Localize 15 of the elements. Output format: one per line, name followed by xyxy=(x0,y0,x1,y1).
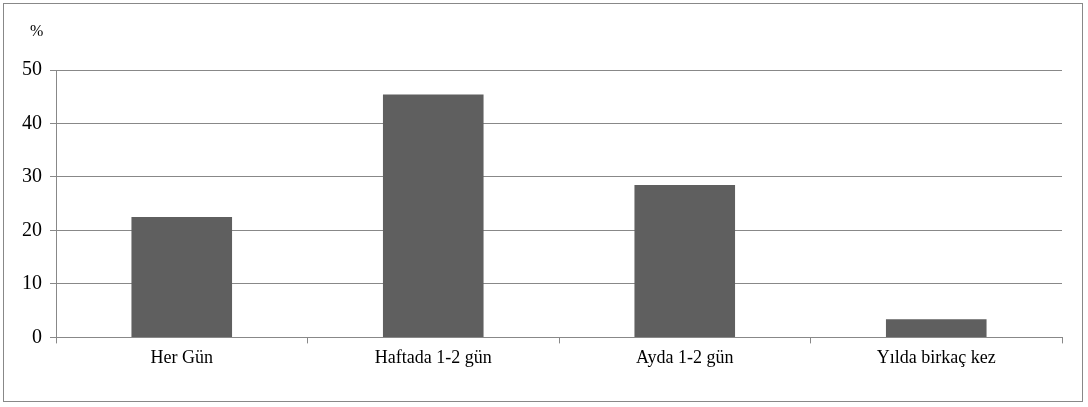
x-tick-label: Ayda 1-2 gün xyxy=(636,346,734,367)
x-tick-label: Haftada 1-2 gün xyxy=(374,346,492,367)
y-tick-label: 50 xyxy=(22,57,42,80)
y-axis-title: % xyxy=(30,22,44,40)
bar xyxy=(885,319,987,337)
x-tick-label: Yılda birkaç kez xyxy=(876,346,996,367)
x-tick-label: Her Gün xyxy=(150,346,213,367)
bar xyxy=(131,217,233,337)
bar xyxy=(382,94,484,337)
y-tick-label: 20 xyxy=(22,217,42,240)
y-tick-label: 30 xyxy=(22,164,42,187)
bar xyxy=(634,184,736,337)
y-tick-label: 10 xyxy=(22,271,42,294)
y-tick-label: 0 xyxy=(32,324,42,347)
y-tick-label: 40 xyxy=(22,110,42,133)
